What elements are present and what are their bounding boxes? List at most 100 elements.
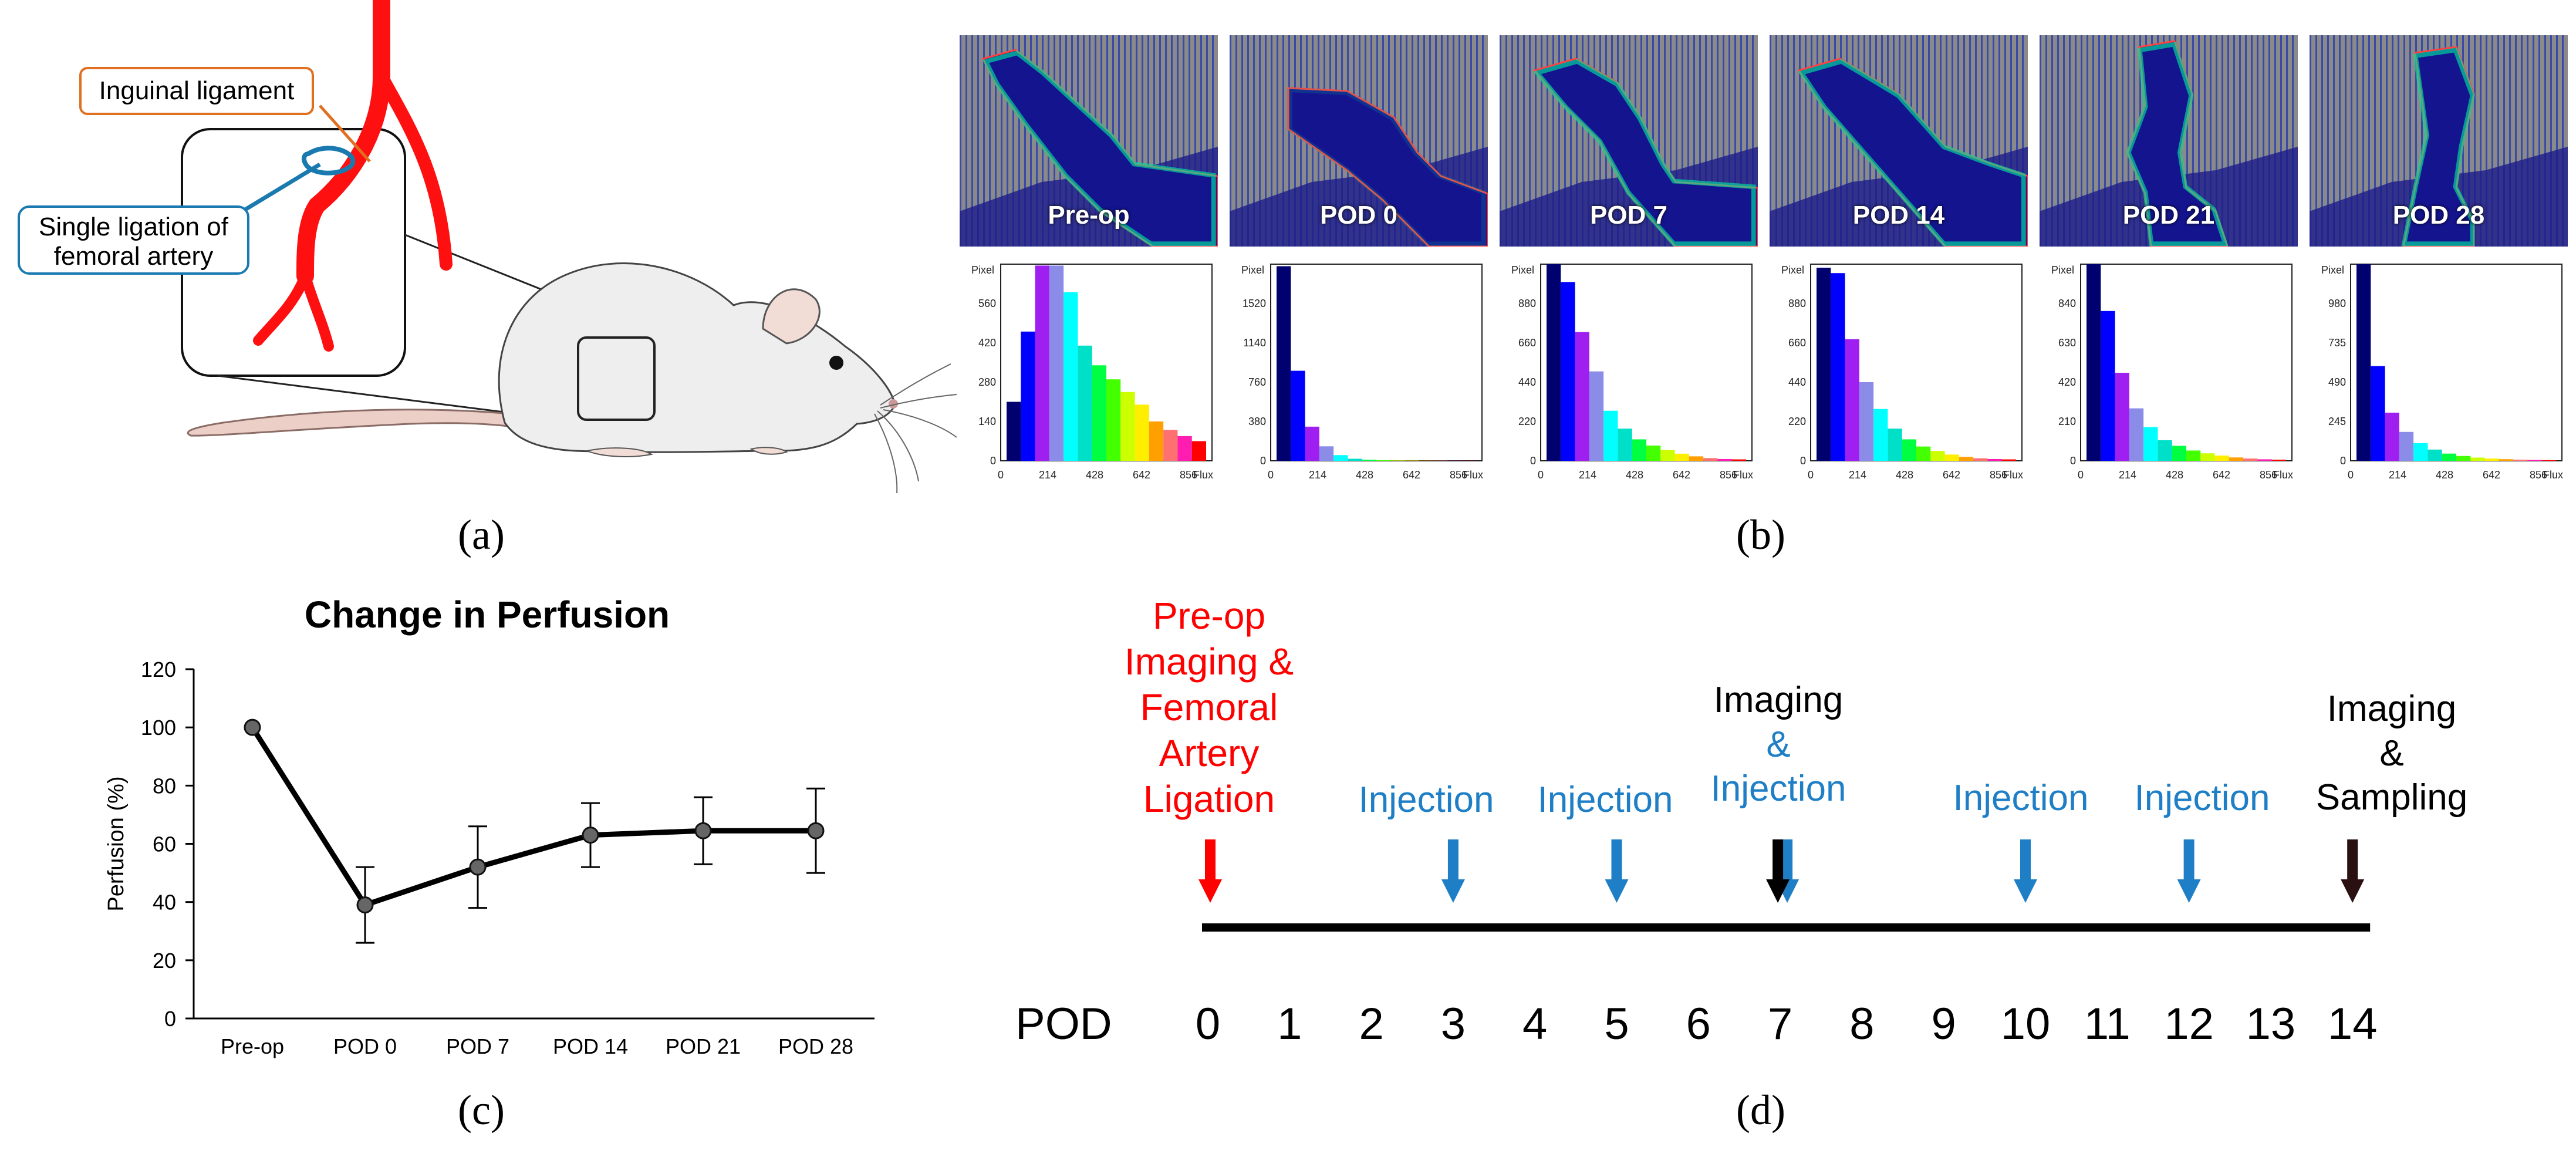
perfusion-scan-image: Pre-op	[960, 35, 1218, 247]
event-day7-text: Imaging & Injection	[1679, 678, 1878, 811]
mouse-ear	[762, 288, 821, 345]
histogram-ylabel: Pixel	[971, 264, 994, 276]
histogram-xlabel: Flux	[1193, 469, 1213, 481]
histogram-ytick: 880	[1518, 298, 1536, 309]
y-axis-label: Perfusion (%)	[104, 776, 129, 911]
histogram-ytick: 245	[2328, 416, 2346, 427]
histogram-xtick: 856	[1720, 469, 1737, 481]
histogram-bar	[1959, 457, 1974, 461]
histogram-bar	[1561, 282, 1575, 461]
histogram-bar	[2229, 457, 2244, 461]
histogram-bar	[1831, 273, 1845, 461]
injection-arrow-day3	[1441, 839, 1465, 903]
scan-label: POD 14	[1852, 201, 1945, 230]
data-point	[469, 858, 487, 876]
histogram-bar	[1149, 421, 1164, 461]
histogram-ytick: 560	[978, 298, 996, 309]
x-tick-label: POD 28	[778, 1034, 853, 1058]
mouse-front-foot	[749, 447, 788, 455]
scan-label: POD 7	[1589, 201, 1668, 230]
injection-arrow-day5	[1605, 839, 1629, 903]
histogram-bar	[1135, 404, 1149, 461]
day-label: 13	[2246, 999, 2296, 1049]
panel-d: POD 0 1 2 3 4 5 6 7 8 9 10 11 12 13 14 Pre-op Imaging &…	[998, 575, 2547, 1074]
histogram-bar	[1120, 392, 1135, 461]
histogram-bar	[2527, 460, 2542, 461]
histogram-ytick: 0	[1260, 455, 1266, 467]
scan-vessel-signal	[983, 50, 1216, 247]
histogram-xlabel: Flux	[2543, 469, 2563, 481]
day-label: 1	[1277, 999, 1302, 1049]
histogram-bar	[1575, 332, 1589, 461]
histogram-bar	[2200, 453, 2215, 461]
inguinal-ligament-label: Inguinal ligament	[99, 76, 295, 105]
histogram-bar	[2385, 412, 2399, 461]
histogram-bar	[2470, 457, 2485, 461]
histogram-bar	[1632, 439, 1646, 461]
injection-arrow-day10	[2014, 839, 2037, 903]
histogram-xtick: 0	[2348, 469, 2354, 481]
data-point	[356, 896, 374, 914]
histogram-bar	[2143, 427, 2158, 461]
histogram-ytick: 0	[990, 455, 996, 467]
histogram-xtick: 856	[1450, 469, 1467, 481]
histogram-ytick: 0	[1800, 455, 1806, 467]
histogram-bar	[1674, 453, 1689, 461]
histogram-bar	[1547, 264, 1561, 461]
histogram-xtick: 214	[1849, 469, 1866, 481]
histogram-bar	[1405, 460, 1419, 461]
histogram-bar	[1333, 455, 1348, 461]
histogram-bar	[1319, 446, 1334, 461]
mouse-region-box	[577, 336, 656, 421]
histogram-ytick: 0	[1530, 455, 1536, 467]
histogram-bar	[2129, 408, 2144, 461]
histogram-bar	[1191, 441, 1206, 461]
inguinal-ligament-callout: Inguinal ligament	[79, 67, 314, 115]
scan-vessel-signal	[2401, 48, 2475, 247]
histogram-bar	[1930, 451, 1945, 461]
mouse-body	[498, 262, 896, 453]
day-label: 14	[2328, 999, 2378, 1049]
pod-label: POD	[1015, 999, 1112, 1049]
histogram-bar	[1390, 460, 1405, 461]
artery-drawing	[253, 0, 453, 352]
chart-title: Change in Perfusion	[304, 593, 670, 636]
histogram-ytick: 140	[978, 416, 996, 427]
panel-label-c: (c)	[458, 1087, 505, 1134]
histogram-ytick: 280	[978, 376, 996, 388]
day-label: 7	[1768, 999, 1792, 1049]
event-day14-line3: Sampling	[2315, 777, 2468, 818]
histogram-bar	[2513, 460, 2528, 461]
histogram-xtick: 214	[1309, 469, 1326, 481]
femoral-ligation-line2: femoral artery	[53, 242, 214, 271]
y-tick-label: 40	[153, 890, 176, 915]
histogram-bar	[1987, 458, 2002, 461]
histogram-ytick: 440	[1518, 376, 1536, 388]
histogram-bar	[2087, 264, 2101, 461]
event-day0-line2: Imaging &	[1124, 640, 1294, 683]
scan-vessel-signal	[1798, 59, 2026, 247]
histogram-bar	[2115, 373, 2129, 461]
histogram-xtick: 856	[1180, 469, 1197, 481]
mouse-eye	[829, 356, 843, 370]
scan-heatmap	[2040, 35, 2298, 247]
histogram-bar	[1035, 265, 1049, 461]
histogram-bar	[1646, 446, 1661, 461]
histogram-bar	[1845, 339, 1859, 461]
femoral-ligation-callout: Single ligation of femoral artery	[18, 205, 249, 275]
histogram-bar	[1049, 265, 1064, 461]
histogram-bar	[1007, 402, 1021, 461]
scan-roi-outline	[1287, 87, 1488, 247]
event-day14-line2: &	[2379, 733, 2404, 774]
y-tick-label: 60	[153, 832, 176, 856]
histogram-bar	[2456, 456, 2471, 461]
scan-heatmap	[2310, 35, 2568, 247]
histogram-xtick: 856	[1990, 469, 2007, 481]
day-label: 3	[1441, 999, 1466, 1049]
event-day0-line3: Femoral	[1140, 686, 1278, 729]
day-label: 12	[2164, 999, 2214, 1049]
panel-c: Change in Perfusion 0 20 40 60 80 100 120 Perfu…	[88, 581, 886, 1074]
histogram-bar	[1717, 458, 1732, 461]
